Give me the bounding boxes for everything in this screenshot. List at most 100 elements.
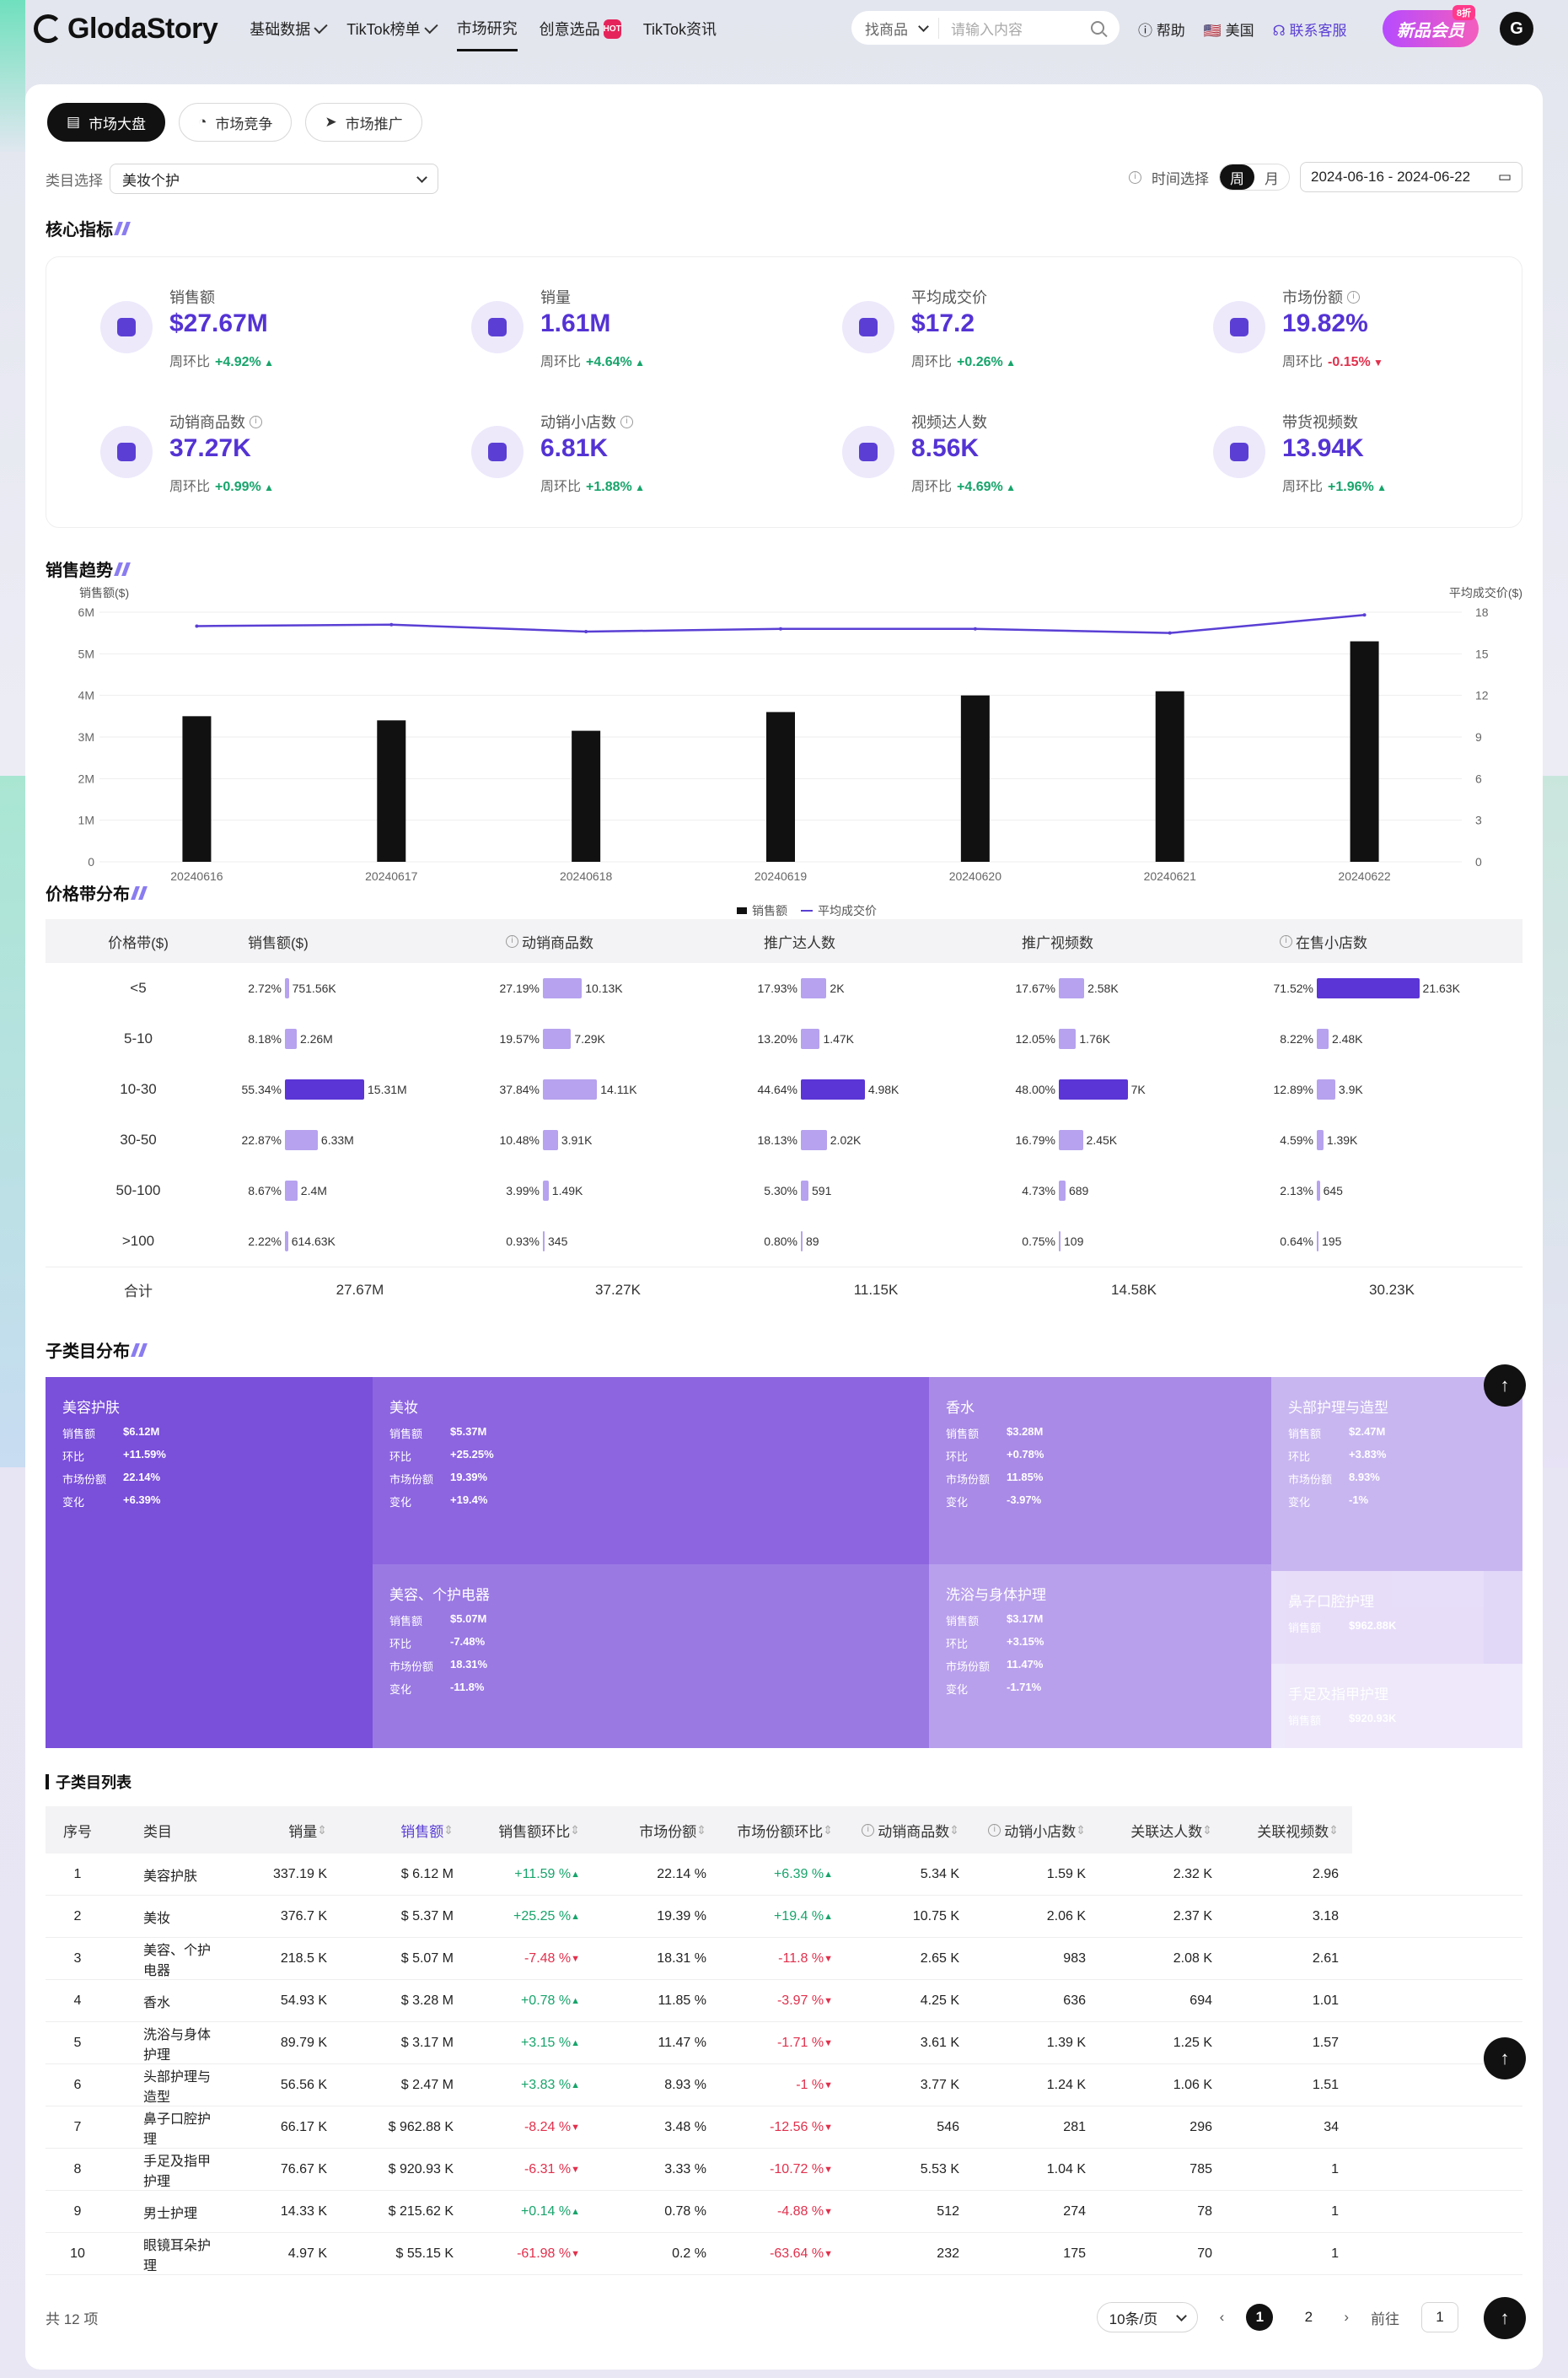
goto-page-input[interactable]: 1 [1421,2302,1458,2332]
price-header-cell[interactable]: i 在售小店数 [1263,931,1521,952]
list-header-cell[interactable]: 销量 ⇕ [214,1806,341,1853]
scroll-top-button[interactable]: ↑ [1484,1364,1526,1407]
scroll-top-button[interactable]: ↑ [1484,2297,1526,2339]
price-bar[interactable] [1059,978,1085,998]
price-bar[interactable] [801,1079,865,1100]
scroll-top-button[interactable]: ↑ [1484,2037,1526,2079]
list-header-cell[interactable]: 关联达人数 ⇕ [1099,1806,1226,1853]
nav-item-2[interactable]: 市场研究 [456,7,518,51]
list-row[interactable]: 4 香水 54.93 K $ 3.28 M +0.78 % ▲ 11.85 % -3.97 … [46,1980,1522,2022]
price-bar[interactable] [543,978,583,998]
avg-price-point[interactable] [584,630,588,634]
price-bar[interactable] [1059,1130,1083,1150]
prev-page-icon[interactable]: ‹ [1219,2309,1225,2325]
info-icon[interactable]: i [250,415,262,428]
help-link[interactable]: ⓘ 帮助 [1138,22,1185,39]
price-bar[interactable] [801,1029,820,1049]
treemap-tile[interactable]: 美容护肤 销售额 $6.12M 环比 +11.59% 市场份额 22.14% 变化 +6.39% [46,1377,373,1748]
list-row[interactable]: 7 鼻子口腔护理 66.17 K $ 962.88 K -8.24 % ▼ 3.48 % -… [46,2106,1522,2149]
sales-bar[interactable] [960,695,990,862]
avatar[interactable]: G [1500,12,1533,46]
next-page-icon[interactable]: › [1344,2309,1349,2325]
region-select[interactable]: 🇺🇸 美国 [1203,22,1254,39]
price-bar[interactable] [1059,1029,1077,1049]
sales-bar[interactable] [1350,641,1379,862]
price-bar[interactable] [1317,1079,1335,1100]
sales-bar[interactable] [1155,691,1184,862]
list-header-cell[interactable]: i 动销商品数 ⇕ [846,1806,973,1853]
price-bar[interactable] [1059,1231,1061,1251]
search-type-select[interactable]: 找商品 [851,17,939,39]
price-bar[interactable] [1059,1181,1066,1201]
tab-0[interactable]: ▤ 市场大盘 [47,103,166,142]
price-header-cell[interactable]: 推广达人数 [747,931,1005,952]
treemap-tile[interactable]: 洗浴与身体护理 销售额 $3.17M 环比 +3.15% 市场份额 11.47% 变化 -1.7… [929,1564,1271,1748]
list-row[interactable]: 10 眼镜耳朵护理 4.97 K $ 55.15 K -61.98 % ▼ 0.2 % -6… [46,2233,1522,2275]
category-select[interactable]: 美妆个护 [110,164,438,194]
search-input[interactable]: 请输入内容 [951,21,1023,38]
list-row[interactable]: 1 美容护肤 337.19 K $ 6.12 M +11.59 % ▲ 22.14 % +6… [46,1853,1522,1896]
sort-icon[interactable]: ⇕ [317,1822,327,1837]
sort-icon[interactable]: ⇕ [443,1822,454,1837]
logo[interactable]: GlodaStory [34,13,218,46]
vip-button[interactable]: 新品会员 8折 [1383,5,1479,47]
price-bar[interactable] [1317,1029,1329,1049]
price-bar[interactable] [1317,1130,1324,1150]
list-row[interactable]: 2 美妆 376.7 K $ 5.37 M +25.25 % ▲ 19.39 % +19.4… [46,1896,1522,1938]
nav-item-0[interactable]: 基础数据 [250,7,328,51]
list-header-cell[interactable]: 销售额环比 ⇕ [467,1806,593,1853]
avg-price-point[interactable] [1168,631,1172,635]
price-bar[interactable] [285,1181,298,1201]
price-header-cell[interactable]: 销售额($) [231,931,489,952]
list-row[interactable]: 8 手足及指甲护理 76.67 K $ 920.93 K -6.31 % ▼ 3.33 %… [46,2149,1522,2191]
price-header-cell[interactable]: 价格带($) [46,931,231,952]
list-header-cell[interactable]: 销售额 ⇕ [341,1806,467,1853]
sales-bar[interactable] [377,720,406,862]
sort-icon[interactable]: ⇕ [696,1822,706,1837]
date-range-picker[interactable]: 2024-06-16 - 2024-06-22 ▭ [1300,162,1522,192]
price-bar[interactable] [801,1231,803,1251]
nav-item-4[interactable]: TikTok资讯 [643,7,717,51]
list-row[interactable]: 3 美容、个护电器 218.5 K $ 5.07 M -7.48 % ▼ 18.31 % -… [46,1938,1522,1980]
treemap-tile[interactable]: 头部护理与造型 销售额 $2.47M 环比 +3.83% 市场份额 8.93% 变化 -1% [1271,1377,1522,1571]
search-icon[interactable] [1091,21,1104,35]
price-bar[interactable] [543,1130,558,1150]
tab-1[interactable]: ◔ 市场竞争 [179,103,293,142]
avg-price-point[interactable] [389,622,394,627]
sort-icon[interactable]: ⇕ [949,1822,959,1837]
sort-icon[interactable]: ⇕ [1329,1822,1339,1837]
contact-service-link[interactable]: ☊ 联系客服 [1272,22,1347,39]
price-bar[interactable] [801,978,827,998]
price-bar[interactable] [1317,978,1420,998]
page-size-select[interactable]: 10条/页 [1096,2302,1198,2332]
sales-bar[interactable] [766,712,795,862]
sort-icon[interactable]: ⇕ [570,1822,580,1837]
sales-bar[interactable] [182,716,212,862]
price-bar[interactable] [1317,1231,1318,1251]
info-icon[interactable]: i [620,415,633,428]
price-bar[interactable] [543,1029,572,1049]
list-row[interactable]: 6 头部护理与造型 56.56 K $ 2.47 M +3.83 % ▲ 8.93 % -1… [46,2064,1522,2106]
period-week-button[interactable]: 周 [1220,164,1254,190]
price-bar[interactable] [543,1181,549,1201]
list-header-cell[interactable]: 序号 [46,1806,110,1853]
info-icon[interactable]: i [1347,290,1360,304]
list-header-cell[interactable]: i 动销小店数 ⇕ [973,1806,1099,1853]
treemap-tile[interactable]: 美妆 销售额 $5.37M 环比 +25.25% 市场份额 19.39% 变化 +19.4% [373,1377,929,1564]
avg-price-point[interactable] [1362,613,1367,617]
tab-2[interactable]: ➤ 市场推广 [305,103,422,142]
treemap-tile[interactable] [1484,1571,1522,1664]
price-bar[interactable] [543,1231,545,1251]
price-header-cell[interactable]: i 动销商品数 [489,931,747,952]
treemap-tile[interactable]: 手足及指甲护理 销售额 $920.93K [1271,1664,1522,1748]
sales-bar[interactable] [572,730,601,862]
nav-item-3[interactable]: 创意选品 HOT [540,7,621,51]
sort-icon[interactable]: ⇕ [823,1822,833,1837]
avg-price-point[interactable] [195,624,199,628]
search-bar[interactable]: 找商品 请输入内容 [851,11,1120,45]
price-bar[interactable] [285,978,289,998]
treemap-tile[interactable]: 美容、个护电器 销售额 $5.07M 环比 -7.48% 市场份额 18.31% 变化 -11.… [373,1564,929,1748]
page-1-button[interactable]: 1 [1246,2304,1274,2331]
price-bar[interactable] [801,1181,808,1201]
sort-icon[interactable]: ⇕ [1202,1822,1212,1837]
